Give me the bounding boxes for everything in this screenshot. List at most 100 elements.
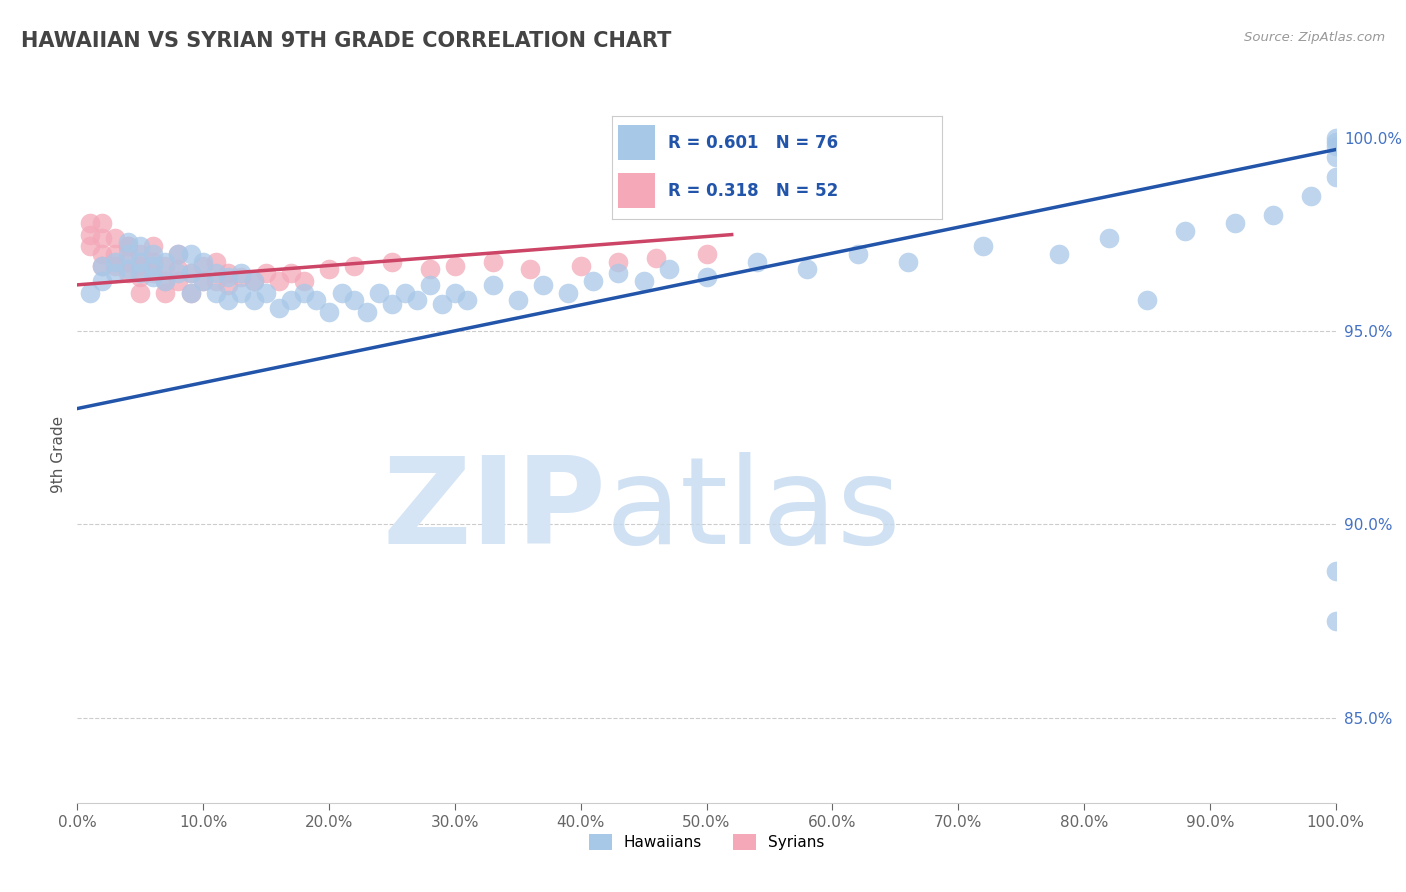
Point bbox=[142, 239, 165, 253]
Point bbox=[180, 247, 202, 261]
Point bbox=[343, 259, 366, 273]
Point bbox=[1324, 131, 1347, 145]
Point bbox=[104, 266, 127, 280]
Point bbox=[167, 247, 190, 261]
Point bbox=[117, 266, 139, 280]
Point bbox=[167, 247, 190, 261]
Point bbox=[142, 270, 165, 285]
Text: R = 0.601   N = 76: R = 0.601 N = 76 bbox=[668, 134, 838, 152]
Point bbox=[292, 274, 315, 288]
Point bbox=[846, 247, 869, 261]
Point bbox=[104, 259, 127, 273]
Point bbox=[292, 285, 315, 300]
Point bbox=[356, 305, 378, 319]
Point bbox=[229, 285, 252, 300]
Point bbox=[1047, 247, 1070, 261]
Point bbox=[658, 262, 681, 277]
Point bbox=[129, 254, 152, 268]
Point bbox=[91, 259, 114, 273]
Point bbox=[242, 274, 264, 288]
Point bbox=[104, 254, 127, 268]
Point bbox=[117, 262, 139, 277]
Point bbox=[155, 274, 177, 288]
Point bbox=[91, 231, 114, 245]
Point bbox=[129, 259, 152, 273]
Point bbox=[607, 266, 630, 280]
Point bbox=[582, 274, 605, 288]
Point bbox=[117, 239, 139, 253]
Point bbox=[254, 285, 277, 300]
Point bbox=[1261, 208, 1284, 222]
Point bbox=[217, 277, 239, 292]
Point bbox=[557, 285, 579, 300]
Point bbox=[180, 266, 202, 280]
Point bbox=[91, 216, 114, 230]
Point bbox=[318, 305, 340, 319]
Point bbox=[419, 262, 441, 277]
Point bbox=[79, 216, 101, 230]
Point bbox=[129, 270, 152, 285]
Text: HAWAIIAN VS SYRIAN 9TH GRADE CORRELATION CHART: HAWAIIAN VS SYRIAN 9TH GRADE CORRELATION… bbox=[21, 31, 672, 51]
Point bbox=[217, 270, 239, 285]
Point bbox=[142, 247, 165, 261]
Point bbox=[1299, 189, 1322, 203]
Point bbox=[406, 293, 429, 308]
Point bbox=[204, 254, 226, 268]
Point bbox=[91, 247, 114, 261]
Point bbox=[155, 254, 177, 268]
Text: atlas: atlas bbox=[606, 452, 901, 569]
Point bbox=[167, 274, 190, 288]
Point bbox=[419, 277, 441, 292]
Point bbox=[242, 293, 264, 308]
Point bbox=[456, 293, 478, 308]
Point bbox=[229, 270, 252, 285]
Point bbox=[897, 254, 920, 268]
Point bbox=[519, 262, 541, 277]
Point bbox=[1136, 293, 1159, 308]
Point bbox=[229, 266, 252, 280]
FancyBboxPatch shape bbox=[619, 125, 655, 160]
Point bbox=[280, 293, 302, 308]
Point bbox=[481, 254, 503, 268]
Point bbox=[91, 274, 114, 288]
Point bbox=[745, 254, 768, 268]
Point bbox=[1174, 224, 1197, 238]
Y-axis label: 9th Grade: 9th Grade bbox=[51, 417, 66, 493]
Point bbox=[167, 262, 190, 277]
Point bbox=[506, 293, 529, 308]
Point bbox=[444, 259, 467, 273]
Point bbox=[191, 274, 215, 288]
Point bbox=[569, 259, 592, 273]
Point bbox=[142, 254, 165, 268]
Point bbox=[79, 239, 101, 253]
Point bbox=[796, 262, 818, 277]
Point bbox=[1324, 169, 1347, 184]
Point bbox=[267, 301, 290, 315]
Point bbox=[267, 274, 290, 288]
Point bbox=[254, 266, 277, 280]
Point bbox=[280, 266, 302, 280]
Point bbox=[142, 259, 165, 273]
Point bbox=[394, 285, 416, 300]
Point bbox=[381, 254, 404, 268]
Point bbox=[330, 285, 353, 300]
Point bbox=[343, 293, 366, 308]
Point bbox=[104, 247, 127, 261]
Point bbox=[368, 285, 391, 300]
Text: Source: ZipAtlas.com: Source: ZipAtlas.com bbox=[1244, 31, 1385, 45]
Point bbox=[191, 259, 215, 273]
Point bbox=[117, 235, 139, 250]
Point bbox=[1098, 231, 1121, 245]
Point bbox=[155, 285, 177, 300]
Point bbox=[117, 239, 139, 253]
Point bbox=[481, 277, 503, 292]
Point bbox=[633, 274, 655, 288]
Point bbox=[1324, 564, 1347, 578]
Point bbox=[1324, 138, 1347, 153]
Point bbox=[217, 266, 239, 280]
Legend: Hawaiians, Syrians: Hawaiians, Syrians bbox=[581, 827, 832, 858]
Point bbox=[129, 247, 152, 261]
Point bbox=[217, 293, 239, 308]
Text: R = 0.318   N = 52: R = 0.318 N = 52 bbox=[668, 182, 838, 200]
Point bbox=[142, 266, 165, 280]
